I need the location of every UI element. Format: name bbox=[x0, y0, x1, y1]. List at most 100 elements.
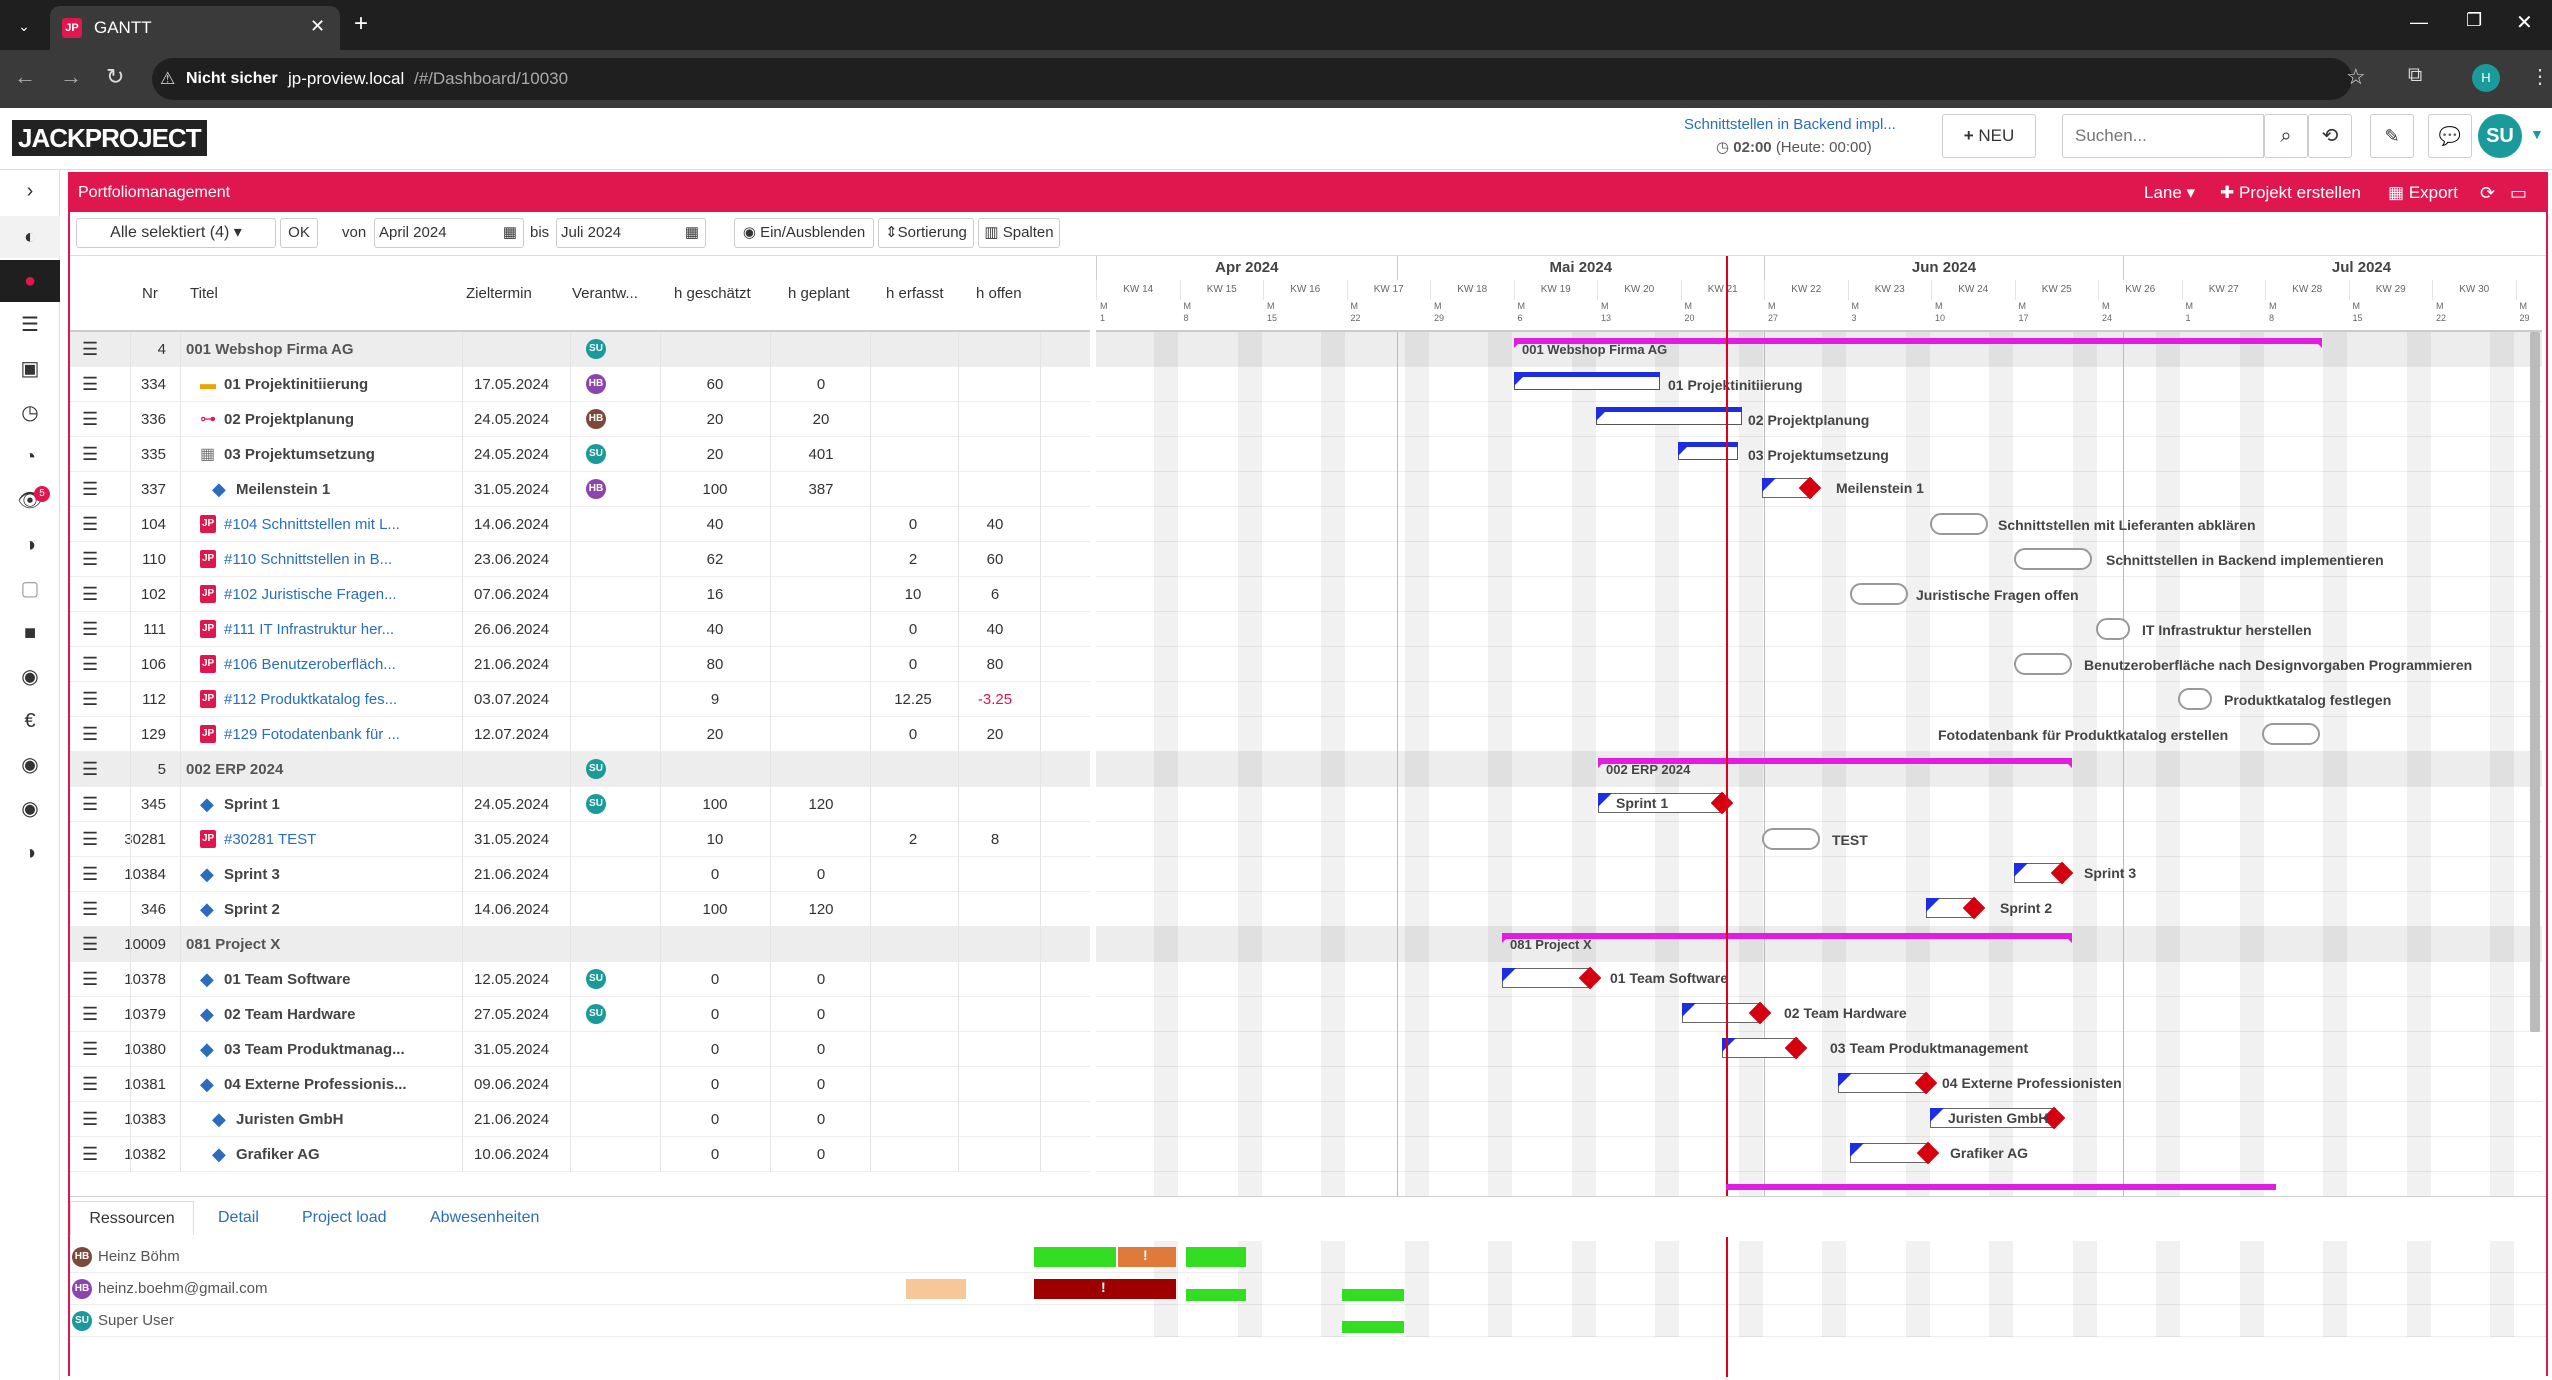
drag-handle-icon[interactable]: ☰ bbox=[82, 339, 99, 359]
drag-handle-icon[interactable]: ☰ bbox=[82, 619, 99, 639]
new-tab-icon[interactable]: + bbox=[354, 10, 369, 37]
task-pill[interactable] bbox=[2262, 723, 2320, 745]
clock-icon[interactable]: ◷ bbox=[21, 402, 39, 424]
drag-handle-icon[interactable]: ☰ bbox=[82, 759, 99, 779]
drag-handle-icon[interactable]: ☰ bbox=[82, 1109, 99, 1129]
maximize-icon[interactable]: ▭ bbox=[2510, 183, 2528, 203]
drag-handle-icon[interactable]: ☰ bbox=[82, 689, 99, 709]
lane-dropdown[interactable]: Lane ▾ bbox=[2144, 183, 2196, 202]
to-date-input[interactable]: Juli 2024 ▦ bbox=[556, 218, 706, 248]
row-title[interactable]: #110 Schnittstellen in B... bbox=[224, 551, 393, 568]
table-row[interactable]: ☰ 335 ▦ 03 Projektumsetzung 24.05.2024 SU 20 40… bbox=[70, 437, 1090, 472]
table-row[interactable]: ☰ 102 JP #102 Juristische Fragen... 07.06.20… bbox=[70, 577, 1090, 612]
url-field[interactable]: ⚠ Nicht sicher jp-proview.local /#/Dashb… bbox=[152, 58, 2352, 100]
task-pill[interactable] bbox=[1762, 828, 1820, 850]
bookmark-star-icon[interactable]: ☆ bbox=[2346, 64, 2366, 89]
history-button[interactable]: ⟲ bbox=[2308, 114, 2352, 158]
row-title[interactable]: #129 Fotodatenbank für ... bbox=[224, 726, 400, 743]
table-row[interactable]: ☰ 111 JP #111 IT Infrastruktur her... 26.06.… bbox=[70, 612, 1090, 647]
search-button[interactable]: ⌕ bbox=[2264, 114, 2308, 158]
resource-row[interactable]: HB Heinz Böhm! bbox=[70, 1241, 2546, 1273]
drag-handle-icon[interactable]: ☰ bbox=[82, 864, 99, 884]
table-row[interactable]: ☰ 106 JP #106 Benutzeroberfläch... 21.06.202… bbox=[70, 647, 1090, 682]
table-row[interactable]: ☰ 10382 ◆ Grafiker AG 10.06.2024 0 0 bbox=[70, 1137, 1090, 1172]
drag-handle-icon[interactable]: ☰ bbox=[82, 1144, 99, 1164]
window-close-icon[interactable]: ✕ bbox=[2516, 12, 2533, 34]
browser-menu-icon[interactable]: ⋮ bbox=[2530, 66, 2550, 88]
drag-handle-icon[interactable]: ☰ bbox=[82, 479, 99, 499]
drag-handle-icon[interactable]: ☰ bbox=[82, 1039, 99, 1059]
forward-icon[interactable]: → bbox=[60, 64, 82, 89]
drag-handle-icon[interactable]: ☰ bbox=[82, 724, 99, 744]
eye-icon[interactable]: ◉ bbox=[21, 798, 39, 820]
table-row[interactable]: ☰ 30281 JP #30281 TEST 31.05.2024 10 2 8 bbox=[70, 822, 1090, 857]
magic-button[interactable]: ✎ bbox=[2370, 114, 2414, 158]
table-row[interactable]: ☰ 4 001 Webshop Firma AG SU bbox=[70, 332, 1090, 367]
table-row[interactable]: ☰ 10383 ◆ Juristen GmbH 21.06.2024 0 0 bbox=[70, 1102, 1090, 1137]
table-row[interactable]: ☰ 10009 081 Project X bbox=[70, 927, 1090, 962]
tab-detail[interactable]: Detail bbox=[218, 1209, 259, 1226]
drag-handle-icon[interactable]: ☰ bbox=[82, 829, 99, 849]
col-plan[interactable]: h geplant bbox=[788, 285, 850, 302]
drag-handle-icon[interactable]: ☰ bbox=[82, 654, 99, 674]
row-title[interactable]: #104 Schnittstellen mit L... bbox=[224, 516, 400, 533]
resource-row[interactable]: HB heinz.boehm@gmail.com! bbox=[70, 1273, 2546, 1305]
col-nr[interactable]: Nr bbox=[142, 285, 158, 302]
table-row[interactable]: ☰ 10379 ◆ 02 Team Hardware 27.05.2024 SU 0 0 bbox=[70, 997, 1090, 1032]
eye-icon[interactable]: 👁 5 bbox=[0, 480, 60, 522]
drag-handle-icon[interactable]: ☰ bbox=[82, 1074, 99, 1094]
col-est[interactable]: h geschätzt bbox=[674, 285, 751, 302]
col-rec[interactable]: h erfasst bbox=[886, 285, 944, 302]
back-icon[interactable]: ← bbox=[14, 64, 36, 89]
table-row[interactable]: ☰ 346 ◆ Sprint 2 14.06.2024 100 120 bbox=[70, 892, 1090, 927]
row-title[interactable]: #30281 TEST bbox=[224, 831, 317, 848]
browser-tab[interactable]: JP GANTT ✕ bbox=[50, 6, 340, 50]
drag-handle-icon[interactable]: ☰ bbox=[82, 899, 99, 919]
drag-handle-icon[interactable]: ☰ bbox=[82, 1004, 99, 1024]
table-row[interactable]: ☰ 10381 ◆ 04 Externe Professionis... 09.06.2… bbox=[70, 1067, 1090, 1102]
selection-dropdown[interactable]: Alle selektiert (4) ▾ bbox=[76, 218, 276, 248]
toggle-visibility-button[interactable]: ◉ Ein/Ausblenden bbox=[734, 218, 874, 248]
refresh-icon[interactable]: ⟳ bbox=[2480, 183, 2496, 203]
pie-icon[interactable]: ◔ bbox=[23, 446, 37, 468]
dashboard-icon[interactable]: ◐ bbox=[0, 216, 60, 258]
task-pill[interactable] bbox=[2096, 618, 2130, 640]
tab-ressourcen[interactable]: Ressourcen bbox=[70, 1201, 194, 1235]
drag-handle-icon[interactable]: ☰ bbox=[82, 934, 99, 954]
ok-button[interactable]: OK bbox=[280, 218, 318, 248]
new-button[interactable]: + NEU bbox=[1942, 114, 2036, 158]
table-row[interactable]: ☰ 336 ⊶ 02 Projektplanung 24.05.2024 HB 20 20 bbox=[70, 402, 1090, 437]
from-date-input[interactable]: April 2024 ▦ bbox=[374, 218, 524, 248]
timer-task[interactable]: Schnittstellen in Backend impl... bbox=[1684, 116, 1896, 133]
eye-icon[interactable]: ◉ bbox=[21, 754, 39, 776]
gantt-scrollbar[interactable] bbox=[2530, 332, 2540, 1032]
eye-icon[interactable]: ◉ bbox=[21, 666, 39, 688]
list-icon[interactable]: ☰ bbox=[21, 314, 39, 336]
col-owner[interactable]: Verantw... bbox=[572, 285, 638, 302]
euro-icon[interactable]: € bbox=[24, 710, 36, 732]
tab-menu-chevron-icon[interactable]: ⌄ bbox=[18, 18, 30, 34]
user-avatar[interactable]: SU bbox=[2478, 114, 2522, 158]
columns-button[interactable]: ▥ Spalten bbox=[978, 218, 1060, 248]
drag-handle-icon[interactable]: ☰ bbox=[82, 444, 99, 464]
drag-handle-icon[interactable]: ☰ bbox=[82, 549, 99, 569]
drag-handle-icon[interactable]: ☰ bbox=[82, 514, 99, 534]
table-row[interactable]: ☰ 10378 ◆ 01 Team Software 12.05.2024 SU 0 0 bbox=[70, 962, 1090, 997]
chat-button[interactable]: 💬 bbox=[2428, 114, 2472, 158]
table-row[interactable]: ☰ 129 JP #129 Fotodatenbank für ... 12.07.20… bbox=[70, 717, 1090, 752]
task-pill[interactable] bbox=[2014, 548, 2092, 570]
map-pin-icon[interactable]: ● bbox=[0, 260, 60, 302]
table-row[interactable]: ☰ 10380 ◆ 03 Team Produktmanag... 31.05.2024… bbox=[70, 1032, 1090, 1067]
drag-handle-icon[interactable]: ☰ bbox=[82, 969, 99, 989]
table-row[interactable]: ☰ 10384 ◆ Sprint 3 21.06.2024 0 0 bbox=[70, 857, 1090, 892]
row-title[interactable]: #102 Juristische Fragen... bbox=[224, 586, 397, 603]
task-pill[interactable] bbox=[2178, 688, 2212, 710]
col-open[interactable]: h offen bbox=[976, 285, 1022, 302]
cube-icon[interactable]: ■ bbox=[23, 622, 37, 644]
col-due[interactable]: Zieltermin bbox=[466, 285, 532, 302]
board-icon[interactable]: ▣ bbox=[20, 358, 40, 380]
summary-bar[interactable] bbox=[1598, 758, 2072, 764]
user-menu-caret-icon[interactable]: ▼ bbox=[2530, 126, 2544, 142]
tab-project-load[interactable]: Project load bbox=[302, 1209, 387, 1226]
minimize-icon[interactable]: — bbox=[2410, 12, 2428, 32]
